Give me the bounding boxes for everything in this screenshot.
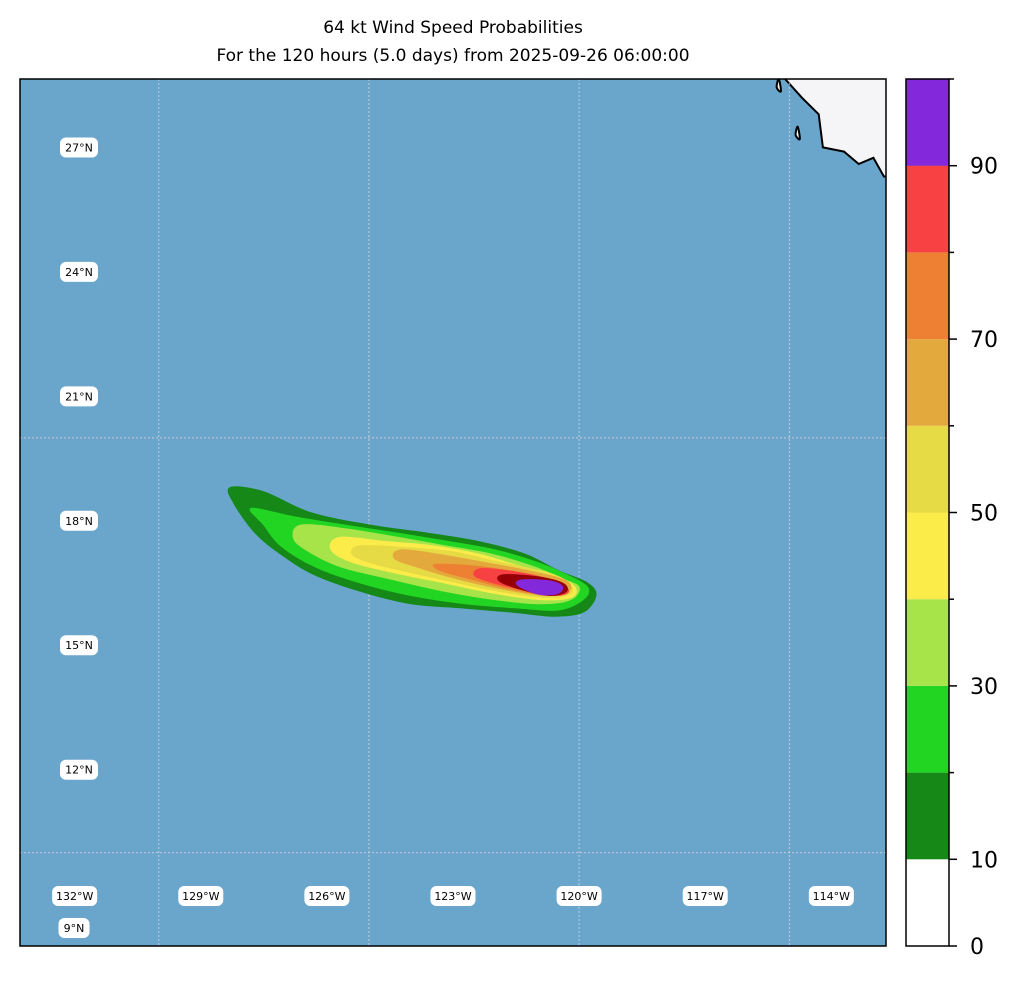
map-frame [19,78,887,947]
svg-text:12°N: 12°N [65,764,93,777]
colorbar-segment-50 [906,425,949,513]
map-subtitle: For the 120 hours (5.0 days) from 2025-0… [216,46,690,66]
probability-contour-90-100 [515,579,564,596]
lat-label-21: 21°N [60,386,98,407]
svg-text:27°N: 27°N [65,141,93,154]
lon-label-120: 120°W [556,886,602,906]
lat-label-18: 18°N [60,510,98,531]
colorbar-segment-10 [906,772,949,860]
svg-text:114°W: 114°W [813,890,850,903]
svg-text:120°W: 120°W [560,890,597,903]
lat-label-9: 9°N [58,918,90,938]
colorbar-segment-70 [906,252,949,340]
island-1 [775,79,782,93]
lon-label-117: 117°W [682,886,728,906]
colorbar-segment-40 [906,512,949,600]
svg-text:24°N: 24°N [65,266,93,279]
lat-label-12: 12°N [60,759,98,780]
colorbar-label-50: 50 [970,502,998,527]
colorbar-label-0: 0 [970,935,984,960]
lon-label-132: 132°W [52,886,98,906]
colorbar-label-70: 70 [970,328,998,353]
ocean-background [20,79,886,946]
svg-text:21°N: 21°N [65,390,93,403]
map-title: 64 kt Wind Speed Probabilities [323,18,583,38]
island-2 [794,125,801,141]
svg-text:18°N: 18°N [65,515,93,528]
svg-text:9°N: 9°N [64,922,85,935]
colorbar-segment-80 [906,165,949,253]
svg-text:126°W: 126°W [308,890,345,903]
svg-text:123°W: 123°W [434,890,471,903]
colorbar-segment-30 [906,599,949,686]
colorbar-label-90: 90 [970,155,998,180]
lat-label-27: 27°N [60,137,98,158]
colorbar-label-10: 10 [970,848,998,873]
svg-text:117°W: 117°W [687,890,724,903]
lon-label-126: 126°W [304,886,350,906]
colorbar-segment-20 [906,685,949,773]
svg-text:132°W: 132°W [56,890,93,903]
lat-label-15: 15°N [60,635,98,656]
lon-label-129: 129°W [178,886,224,906]
lon-label-114: 114°W [808,886,854,906]
colorbar-segment-90 [906,79,949,166]
lon-label-123: 123°W [430,886,476,906]
colorbar-segment-0 [906,859,949,946]
svg-text:129°W: 129°W [182,890,219,903]
lat-label-24: 24°N [60,261,98,282]
colorbar-label-30: 30 [970,675,998,700]
svg-text:15°N: 15°N [65,639,93,652]
land-mass [784,79,886,178]
colorbar-segment-60 [906,339,949,426]
